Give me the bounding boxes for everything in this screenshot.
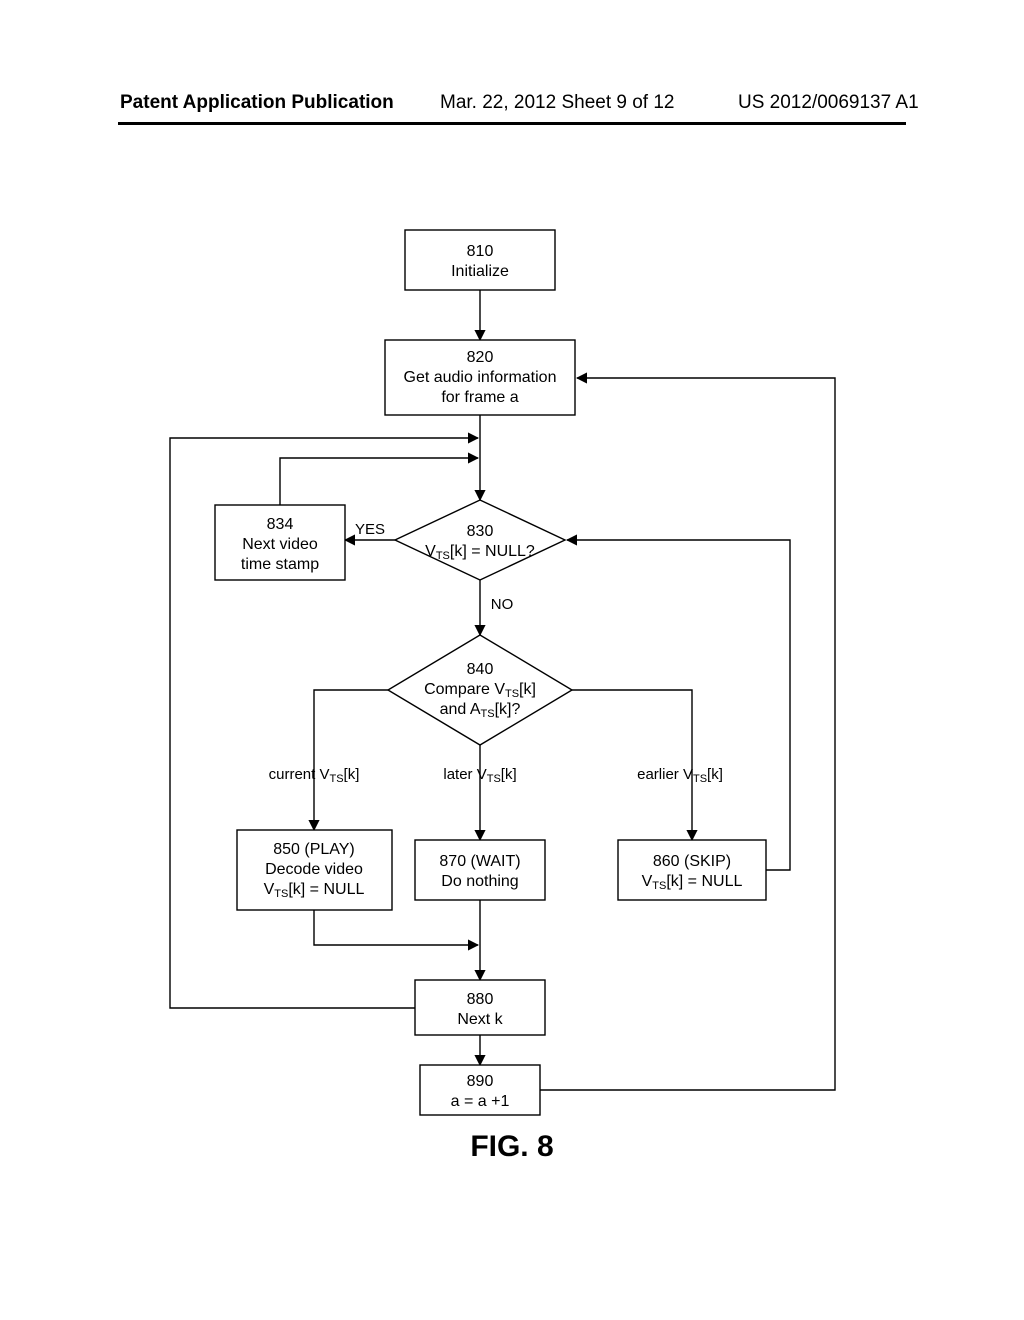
edge-834-loopback (280, 458, 478, 505)
node-810-line2: Initialize (451, 263, 509, 280)
header-left: Patent Application Publication (120, 92, 394, 114)
label-no: NO (491, 596, 514, 613)
node-840-line2: Compare VTS[k] (424, 681, 536, 700)
label-current: current VTS[k] (269, 766, 360, 785)
node-880-next-k: 880 Next k (415, 980, 545, 1035)
node-834-line2: Next video (242, 536, 318, 553)
node-810-initialize: 810 Initialize (405, 230, 555, 290)
node-850-play: 850 (PLAY) Decode video VTS[k] = NULL (237, 830, 392, 910)
edge-850-to-880 (314, 910, 478, 945)
node-880-line2: Next k (457, 1011, 503, 1028)
node-820-get-audio: 820 Get audio information for frame a (385, 340, 575, 415)
node-810-line1: 810 (467, 243, 494, 260)
edge-860-loopback-to-830 (567, 540, 790, 870)
node-834-next-video-ts: 834 Next video time stamp (215, 505, 345, 580)
node-870-line2: Do nothing (441, 873, 518, 890)
label-earlier: earlier VTS[k] (637, 766, 723, 785)
node-860-line1: 860 (SKIP) (653, 853, 731, 870)
node-870-wait: 870 (WAIT) Do nothing (415, 840, 545, 900)
node-840-compare: 840 Compare VTS[k] and ATS[k]? (388, 635, 572, 745)
node-860-skip: 860 (SKIP) VTS[k] = NULL (618, 840, 766, 900)
header-rule (118, 122, 906, 125)
node-840-line1: 840 (467, 661, 494, 678)
edge-890-loopback-to-820 (540, 378, 835, 1090)
node-850-line2: Decode video (265, 861, 363, 878)
node-890-line2: a = a +1 (451, 1093, 510, 1110)
node-890-line1: 890 (467, 1073, 494, 1090)
flowchart: 810 Initialize 820 Get audio information… (0, 170, 1024, 1220)
node-840-line3: and ATS[k]? (440, 701, 521, 720)
node-890-increment-a: 890 a = a +1 (420, 1065, 540, 1115)
edge-840-to-850 (314, 690, 388, 830)
header-right: US 2012/0069137 A1 (738, 92, 919, 114)
node-830-line1: 830 (467, 523, 494, 540)
figure-caption: FIG. 8 (0, 1130, 1024, 1164)
node-834-line1: 834 (267, 516, 294, 533)
node-850-line1: 850 (PLAY) (273, 841, 355, 858)
node-870-line1: 870 (WAIT) (439, 853, 520, 870)
header-mid: Mar. 22, 2012 Sheet 9 of 12 (440, 92, 675, 114)
node-820-line2: Get audio information (404, 369, 557, 386)
node-830-vts-null: 830 VTS[k] = NULL? (395, 500, 565, 580)
node-880-line1: 880 (467, 991, 494, 1008)
node-834-line3: time stamp (241, 556, 319, 573)
node-820-line3: for frame a (441, 389, 518, 406)
label-later: later VTS[k] (443, 766, 516, 785)
label-yes: YES (355, 521, 385, 538)
node-820-line1: 820 (467, 349, 494, 366)
